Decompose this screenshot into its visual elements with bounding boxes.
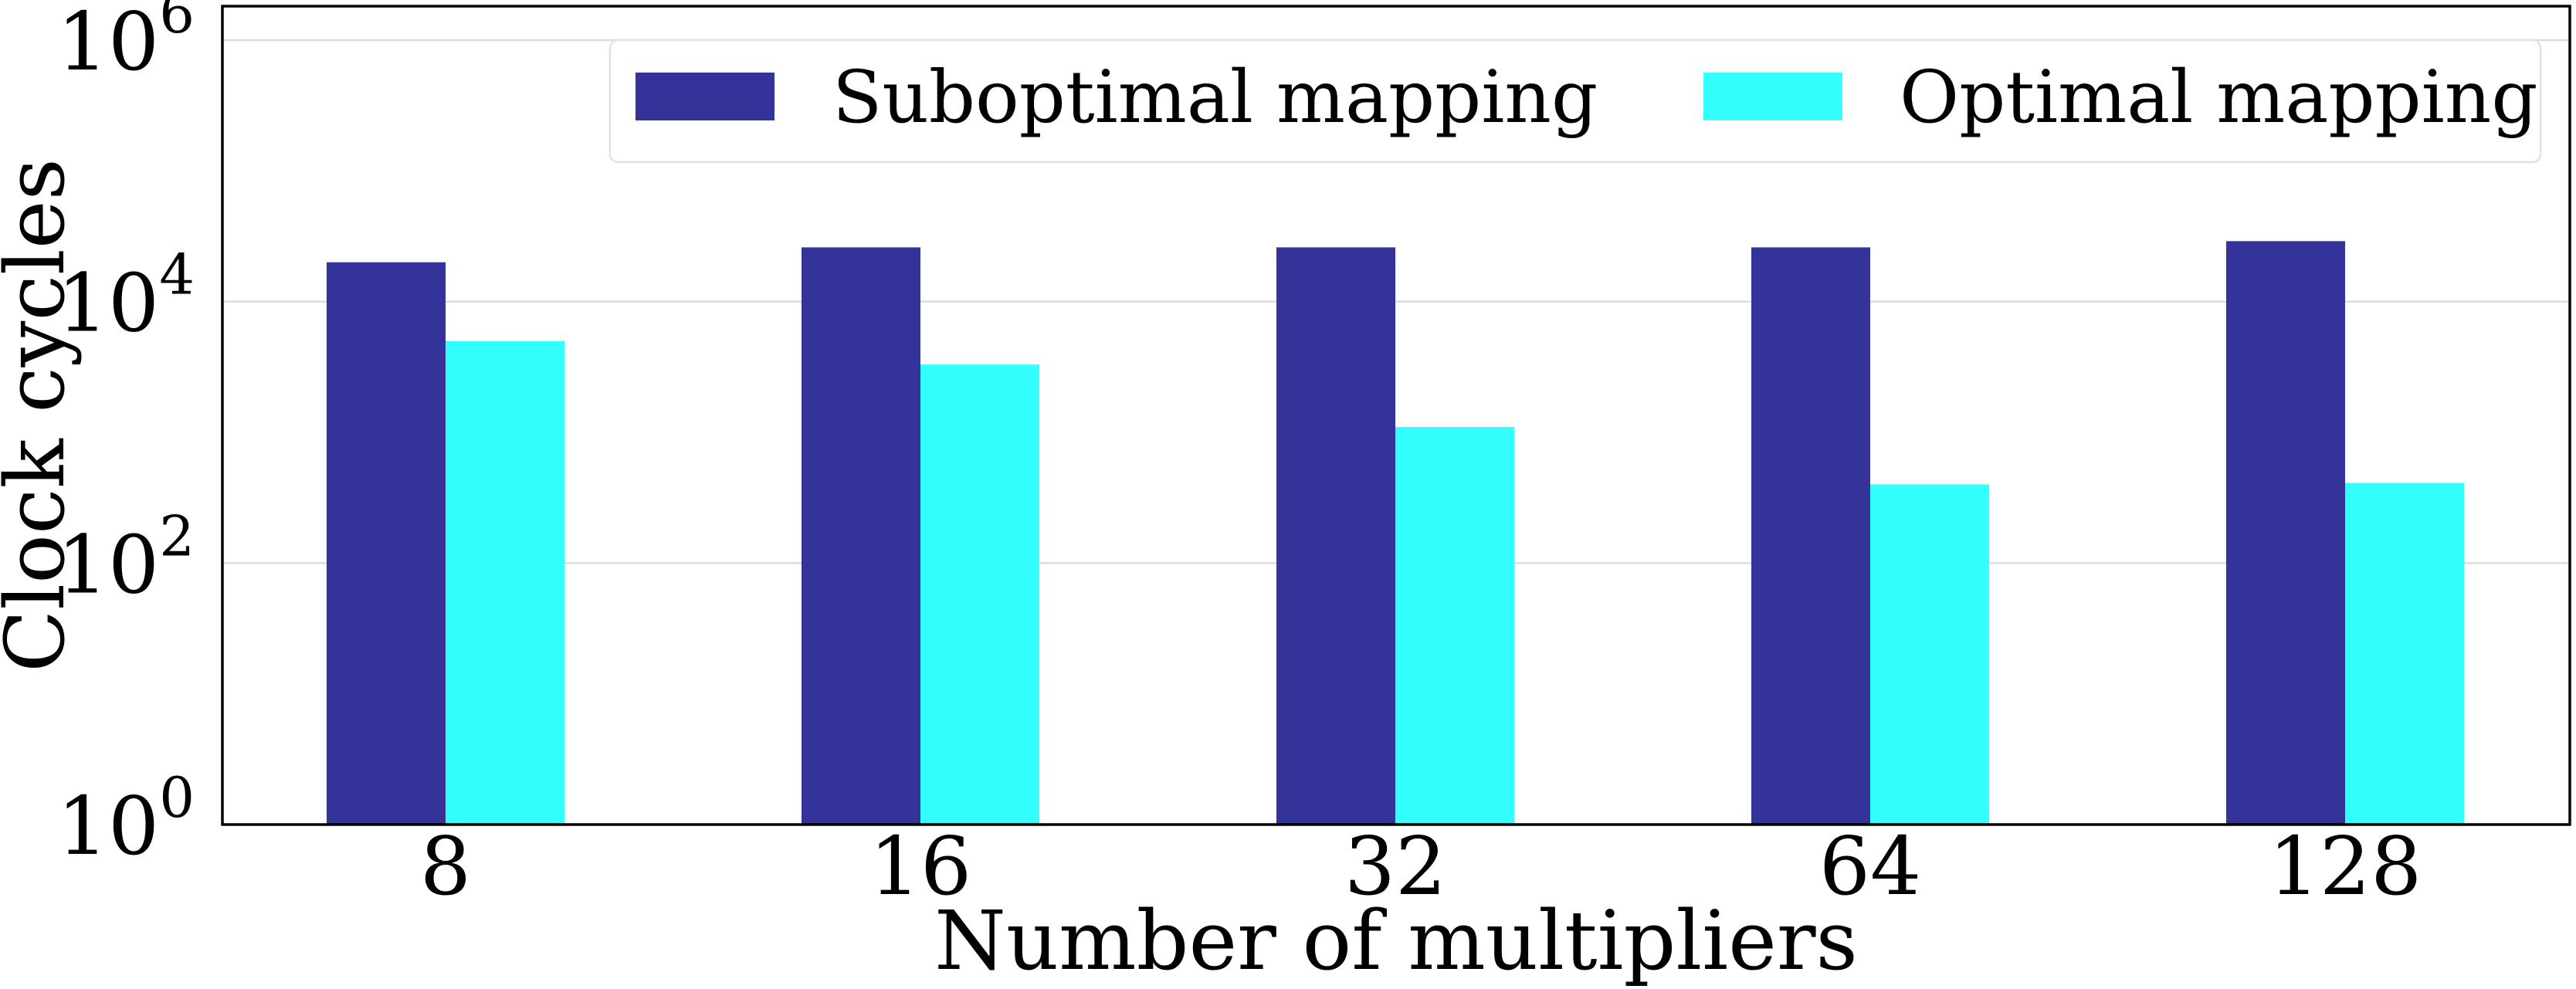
y-tick-label: 104 xyxy=(57,242,195,351)
bar-suboptimal-32 xyxy=(1276,247,1395,825)
bar-optimal-32 xyxy=(1395,426,1514,825)
bar-suboptimal-16 xyxy=(802,247,920,825)
y-tick-exponent: 6 xyxy=(159,0,195,46)
y-tick-base: 10 xyxy=(57,256,159,351)
y-tick-label: 106 xyxy=(57,0,195,89)
y-tick-label: 102 xyxy=(57,503,195,611)
legend-box xyxy=(608,39,2542,164)
legend-swatch-optimal xyxy=(1703,73,1842,120)
bar-suboptimal-8 xyxy=(327,262,446,825)
y-axis-label: Clock cycles xyxy=(0,158,83,672)
y-tick-base: 10 xyxy=(57,517,159,611)
x-tick-label: 8 xyxy=(420,819,471,913)
bars xyxy=(327,241,2464,825)
y-tick-label: 100 xyxy=(57,765,195,873)
x-tick-label: 32 xyxy=(1344,819,1446,913)
bar-suboptimal-64 xyxy=(1751,247,1870,825)
legend-label-optimal: Optimal mapping xyxy=(1900,56,2538,140)
bar-optimal-8 xyxy=(446,340,564,825)
plot-frame xyxy=(221,5,2571,826)
x-tick-label: 16 xyxy=(869,819,971,913)
legend-label-suboptimal: Suboptimal mapping xyxy=(832,56,1598,140)
x-tick-label: 128 xyxy=(2269,819,2422,913)
bar-suboptimal-128 xyxy=(2226,241,2345,825)
y-tick-base: 10 xyxy=(57,0,159,89)
legend-swatch-suboptimal xyxy=(636,73,774,120)
y-tick-exponent: 2 xyxy=(159,503,195,568)
y-tick-exponent: 4 xyxy=(159,242,195,307)
x-tick-labels: 8 16 32 64 128 xyxy=(420,819,2422,913)
bar-optimal-64 xyxy=(1870,484,1989,825)
legend: Suboptimal mapping Optimal mapping xyxy=(608,39,2542,164)
bar-optimal-16 xyxy=(920,364,1039,825)
y-tick-exponent: 0 xyxy=(159,765,195,830)
y-tick-base: 10 xyxy=(57,779,159,873)
bar-optimal-128 xyxy=(2345,483,2464,825)
x-axis-label: Number of multipliers xyxy=(934,893,1858,988)
x-tick-label: 64 xyxy=(1819,819,1921,913)
